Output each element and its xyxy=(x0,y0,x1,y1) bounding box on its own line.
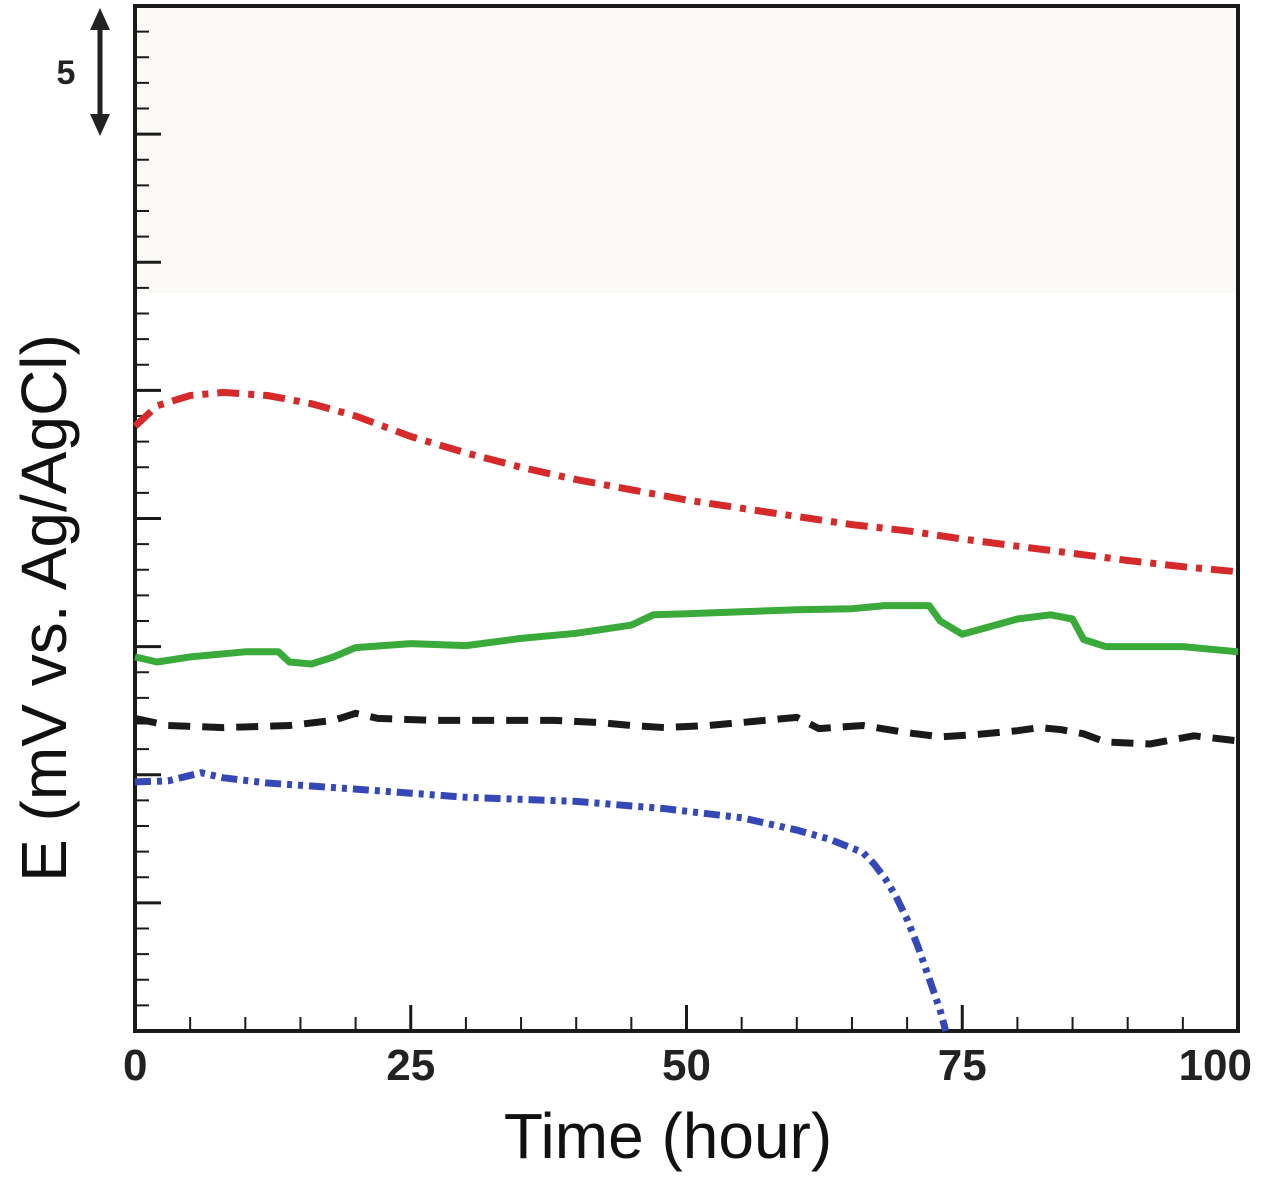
plot-top-shade xyxy=(135,6,1238,293)
x-tick-label: 25 xyxy=(386,1041,435,1090)
y-axis-title: E (mV vs. Ag/AgCl) xyxy=(8,334,80,882)
series-layer xyxy=(132,388,1239,1032)
x-tick-label: 50 xyxy=(662,1041,711,1090)
series-line-3 xyxy=(134,709,1239,748)
series-line-2 xyxy=(134,602,1239,668)
scale-bar-label: 5 xyxy=(57,54,76,92)
scale-bar-arrow-down-icon xyxy=(90,114,110,136)
x-tick-label: 75 xyxy=(938,1041,987,1090)
series-line-4 xyxy=(134,769,950,1032)
y-axis-ticks xyxy=(135,4,161,1033)
x-tick-label: 0 xyxy=(123,1041,147,1090)
x-axis-title: Time (hour) xyxy=(504,1100,832,1172)
x-tick-label: 100 xyxy=(1179,1041,1252,1090)
scale-bar-arrow-up-icon xyxy=(90,8,110,30)
series-line-1 xyxy=(132,388,1239,576)
scale-bar: 5 xyxy=(57,8,110,136)
x-axis-ticks: 0 25 50 75 100 xyxy=(123,1005,1252,1090)
